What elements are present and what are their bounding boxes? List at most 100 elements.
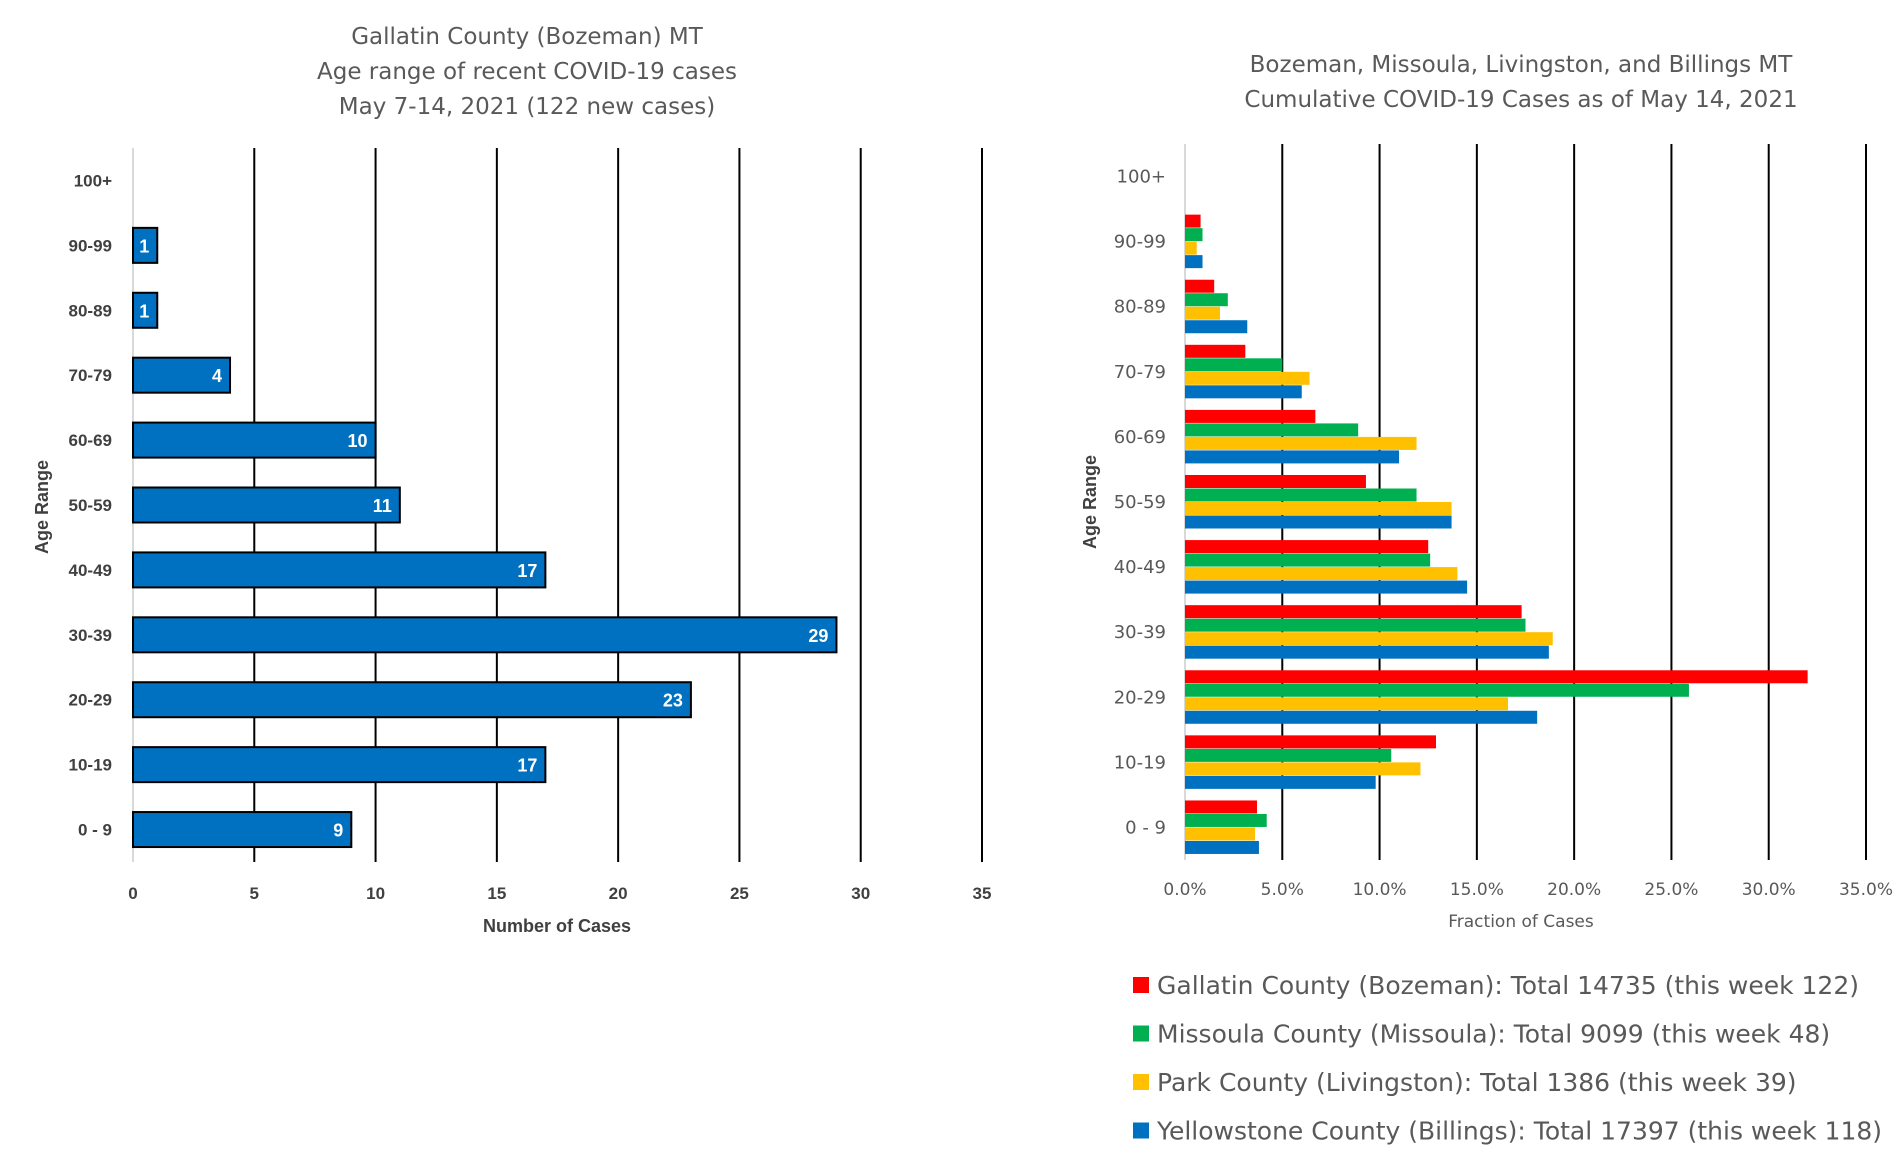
chart2-bar — [1185, 775, 1376, 789]
chart2-legend-label: Missoula County (Missoula): Total 9099 (… — [1157, 1020, 1830, 1049]
chart1-bar — [132, 421, 377, 459]
chart1-category-label: 0 - 9 — [78, 821, 112, 840]
chart1-data-label: 11 — [373, 496, 392, 516]
chart2-x-tick-label: 10.0% — [1353, 880, 1407, 900]
chart2-x-tick-labels: 0.0% 5.0% 10.0% 15.0% 20.0% 25.0% 30.0% 35.0% — [1163, 880, 1893, 900]
chart2-legend-label: Gallatin County (Bozeman): Total 14735 (… — [1157, 971, 1859, 1000]
chart2-bar — [1185, 475, 1366, 488]
chart2-category-label: 80-89 — [1114, 297, 1166, 318]
chart2-bar — [1185, 255, 1203, 269]
chart1-category-label: 80-89 — [69, 301, 112, 320]
chart2-bars — [1185, 214, 1808, 854]
chart1-bar — [132, 356, 232, 394]
chart2-bar — [1185, 840, 1259, 854]
chart2-bar — [1185, 605, 1522, 619]
chart2-bar — [1185, 344, 1246, 358]
chart2-bar — [1185, 710, 1538, 724]
chart1-bar — [132, 681, 692, 719]
chart2-bar — [1185, 320, 1248, 334]
chart2-x-axis-label: Fraction of Cases — [1448, 912, 1594, 932]
chart2-x-tick-label: 35.0% — [1839, 880, 1893, 900]
chart1-bar — [132, 291, 159, 329]
chart2-x-tick-label: 0.0% — [1163, 880, 1206, 900]
chart2-x-tick-label: 5.0% — [1261, 880, 1304, 900]
chart1-data-label: 1 — [139, 301, 149, 321]
chart2-bar — [1185, 423, 1359, 437]
chart2-bar — [1185, 632, 1553, 646]
chart2-bar — [1185, 618, 1526, 632]
chart2-category-label: 70-79 — [1114, 362, 1166, 383]
chart2-bar — [1185, 800, 1257, 814]
chart1-subtitle-line2: May 7-14, 2021 (122 new cases) — [339, 94, 715, 120]
chart2-bar — [1185, 670, 1808, 684]
chart1-bar — [132, 486, 401, 524]
chart2-x-tick-label: 20.0% — [1547, 880, 1601, 900]
chart2-bar — [1185, 358, 1283, 372]
chart2-category-label: 0 - 9 — [1125, 817, 1166, 838]
chart1-x-tick-label: 30 — [851, 884, 870, 903]
chart2-y-axis-label: Age Range — [1080, 455, 1100, 549]
chart2-bar — [1185, 683, 1689, 697]
chart1-category-labels: 0 - 9 10-19 20-29 30-39 40-49 50-59 60-69 70-79… — [69, 171, 113, 839]
chart2-legend-swatch — [1133, 977, 1149, 993]
chart2-category-label: 20-29 — [1114, 687, 1166, 708]
chart2-legend-label: Yellowstone County (Billings): Total 173… — [1156, 1117, 1882, 1146]
chart2-bar — [1185, 409, 1316, 423]
chart1-x-tick-labels: 0 5 10 15 20 25 30 35 — [128, 884, 991, 903]
chart1-category-label: 90-99 — [69, 236, 112, 255]
chart2-category-label: 100+ — [1117, 167, 1166, 188]
chart2-subtitle-line1: Cumulative COVID-19 Cases as of May 14, … — [1244, 87, 1797, 113]
chart2-bar — [1185, 540, 1429, 554]
chart2-category-label: 50-59 — [1114, 492, 1166, 513]
chart2-category-label: 40-49 — [1114, 557, 1166, 578]
chart2-bar — [1185, 553, 1431, 567]
chart2-category-label: 60-69 — [1114, 427, 1166, 448]
chart2-bar — [1185, 762, 1421, 776]
chart1-bar — [132, 616, 838, 654]
chart2-bar — [1185, 488, 1417, 502]
chart1-y-axis-label: Age Range — [32, 460, 52, 554]
chart1-x-tick-label: 0 — [128, 884, 137, 903]
chart1-x-tick-label: 5 — [250, 884, 259, 903]
chart2-category-label: 90-99 — [1114, 232, 1166, 253]
chart1-category-label: 50-59 — [69, 496, 112, 515]
chart2-legend-swatch — [1133, 1122, 1149, 1139]
chart1-bar — [132, 746, 547, 784]
chart2-category-labels: 0 - 9 10-19 20-29 30-39 40-49 50-59 60-69 70-79… — [1114, 167, 1166, 839]
chart1-data-label: 17 — [517, 756, 537, 776]
chart1-x-axis-label: Number of Cases — [483, 916, 631, 936]
chart2-bar — [1185, 385, 1302, 399]
chart1-x-tick-label: 25 — [730, 884, 749, 903]
chart2-legend: Gallatin County (Bozeman): Total 14735 (… — [1133, 971, 1882, 1146]
chart1-data-label: 29 — [808, 626, 828, 646]
chart1-x-tick-label: 35 — [973, 884, 992, 903]
chart2-bar — [1185, 515, 1452, 529]
chart2-bar — [1185, 279, 1215, 293]
chart1-x-tick-label: 20 — [609, 884, 628, 903]
chart2-bar — [1185, 567, 1458, 581]
chart1-category-label: 70-79 — [69, 366, 112, 385]
chart2-bar — [1185, 436, 1417, 450]
chart1-category-label: 40-49 — [69, 561, 112, 580]
chart1-category-label: 100+ — [74, 171, 112, 190]
chart2-bar — [1185, 241, 1197, 255]
chart1-data-label: 10 — [348, 431, 368, 451]
chart1-category-label: 60-69 — [69, 431, 112, 450]
chart2-bar — [1185, 697, 1508, 711]
chart1-category-label: 30-39 — [69, 626, 112, 645]
chart2-legend-label: Park County (Livingston): Total 1386 (th… — [1157, 1068, 1797, 1097]
chart1-data-label: 17 — [517, 561, 537, 581]
chart2-bar — [1185, 748, 1392, 762]
chart2-bar — [1185, 735, 1436, 749]
chart2-bar — [1185, 645, 1549, 659]
chart2-bar — [1185, 293, 1228, 307]
chart1-data-label: 1 — [139, 236, 149, 256]
chart2-bar — [1185, 450, 1400, 464]
chart1-title: Gallatin County (Bozeman) MT — [351, 24, 704, 50]
chart2-bar — [1185, 813, 1267, 827]
chart1-bar — [132, 551, 547, 589]
chart2-legend-swatch — [1133, 1025, 1149, 1042]
chart1-x-tick-label: 15 — [487, 884, 506, 903]
